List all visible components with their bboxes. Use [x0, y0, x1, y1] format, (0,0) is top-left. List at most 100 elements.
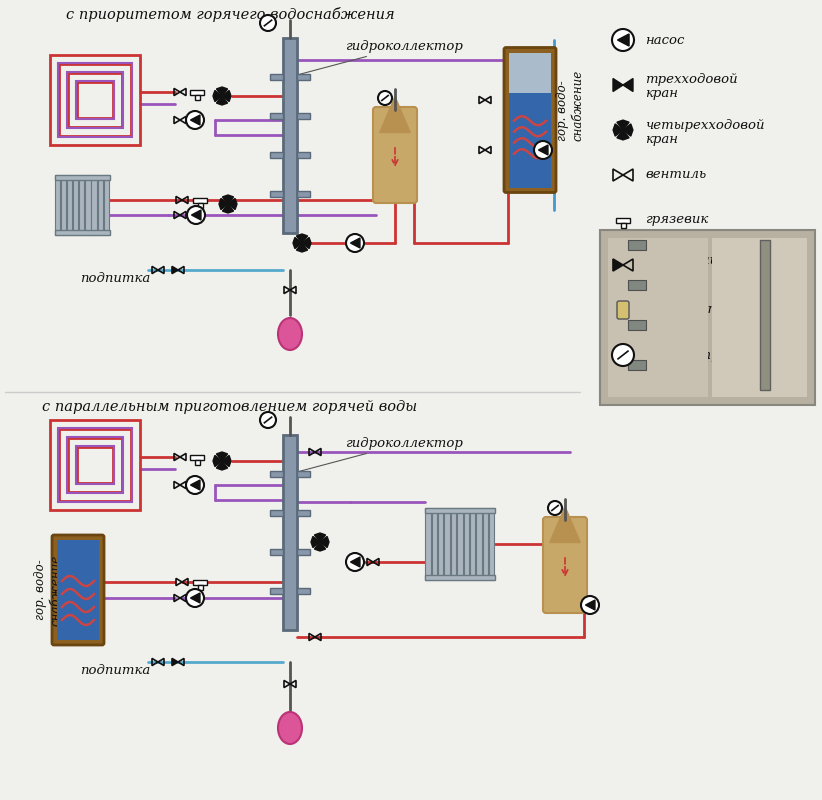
Bar — [270, 151, 283, 158]
Bar — [297, 113, 310, 118]
Text: клапан: клапан — [645, 267, 695, 281]
Bar — [197, 202, 202, 207]
Bar — [509, 53, 551, 187]
Bar — [483, 508, 488, 580]
Bar — [270, 190, 283, 197]
Polygon shape — [297, 234, 307, 243]
Text: обратный: обратный — [645, 254, 718, 266]
Polygon shape — [191, 593, 200, 603]
Bar — [425, 508, 431, 580]
Bar — [432, 508, 437, 580]
FancyBboxPatch shape — [543, 517, 587, 613]
Polygon shape — [617, 34, 629, 46]
Bar — [67, 175, 72, 235]
Text: кран: кран — [645, 133, 678, 146]
Text: подпитка: подпитка — [80, 664, 150, 677]
Bar — [193, 579, 207, 585]
Polygon shape — [315, 533, 326, 542]
Bar — [270, 74, 283, 79]
Polygon shape — [350, 238, 360, 248]
Bar — [77, 447, 113, 483]
Bar — [509, 93, 551, 187]
Polygon shape — [293, 238, 302, 249]
Bar — [457, 508, 463, 580]
Polygon shape — [216, 452, 228, 461]
Bar — [104, 175, 109, 235]
Bar — [54, 175, 109, 180]
Bar — [270, 470, 283, 477]
Ellipse shape — [278, 318, 302, 350]
Polygon shape — [223, 195, 233, 204]
Circle shape — [346, 234, 364, 252]
Text: подпитка: подпитка — [80, 272, 150, 285]
Bar — [190, 90, 204, 94]
Polygon shape — [191, 115, 200, 125]
Polygon shape — [297, 243, 307, 252]
Polygon shape — [585, 600, 595, 610]
Polygon shape — [616, 130, 629, 140]
Bar — [76, 81, 114, 119]
Bar — [77, 82, 113, 118]
Polygon shape — [320, 537, 329, 547]
Polygon shape — [613, 259, 623, 271]
Bar — [628, 360, 646, 370]
Bar — [195, 94, 200, 99]
Polygon shape — [311, 537, 320, 547]
Polygon shape — [228, 198, 237, 210]
Text: кран: кран — [645, 87, 678, 101]
Circle shape — [187, 206, 205, 224]
Circle shape — [346, 553, 364, 571]
Text: вентиль: вентиль — [645, 169, 706, 182]
Polygon shape — [213, 90, 222, 102]
Bar — [283, 38, 297, 233]
Bar — [297, 587, 310, 594]
Polygon shape — [380, 97, 410, 133]
Bar — [270, 587, 283, 594]
Text: воздухоотводчик: воздухоотводчик — [645, 303, 769, 317]
Text: грязевик: грязевик — [645, 214, 709, 226]
Bar — [438, 508, 443, 580]
Circle shape — [378, 91, 392, 105]
Polygon shape — [538, 145, 548, 155]
Bar — [476, 508, 482, 580]
Bar — [297, 74, 310, 79]
Bar — [450, 508, 456, 580]
Text: насос: насос — [645, 34, 685, 46]
Circle shape — [186, 111, 204, 129]
FancyBboxPatch shape — [52, 535, 104, 645]
Bar — [59, 64, 131, 136]
Bar — [195, 459, 200, 465]
Polygon shape — [550, 506, 580, 542]
Bar — [58, 428, 132, 502]
Bar — [54, 230, 109, 235]
Circle shape — [581, 596, 599, 614]
Polygon shape — [222, 90, 231, 102]
Bar — [68, 438, 122, 492]
Bar — [67, 437, 123, 493]
Bar — [270, 510, 283, 515]
Bar — [425, 575, 495, 580]
Text: четырехходовой: четырехходовой — [645, 118, 764, 131]
Bar — [489, 508, 494, 580]
Bar — [61, 175, 66, 235]
Bar — [57, 540, 99, 640]
Bar — [600, 230, 815, 405]
Bar — [55, 175, 60, 235]
FancyBboxPatch shape — [373, 107, 417, 203]
Polygon shape — [216, 87, 228, 96]
Circle shape — [612, 29, 634, 51]
Bar — [50, 420, 140, 510]
Bar — [464, 508, 469, 580]
Bar — [628, 240, 646, 250]
FancyBboxPatch shape — [504, 47, 556, 193]
Polygon shape — [616, 120, 629, 130]
Bar — [59, 429, 131, 501]
Bar — [190, 454, 204, 459]
Polygon shape — [191, 480, 200, 490]
Circle shape — [186, 589, 204, 607]
Bar — [85, 175, 90, 235]
Text: трехходовой: трехходовой — [645, 74, 737, 86]
Bar — [297, 549, 310, 554]
Polygon shape — [350, 557, 360, 567]
Bar — [197, 585, 202, 590]
